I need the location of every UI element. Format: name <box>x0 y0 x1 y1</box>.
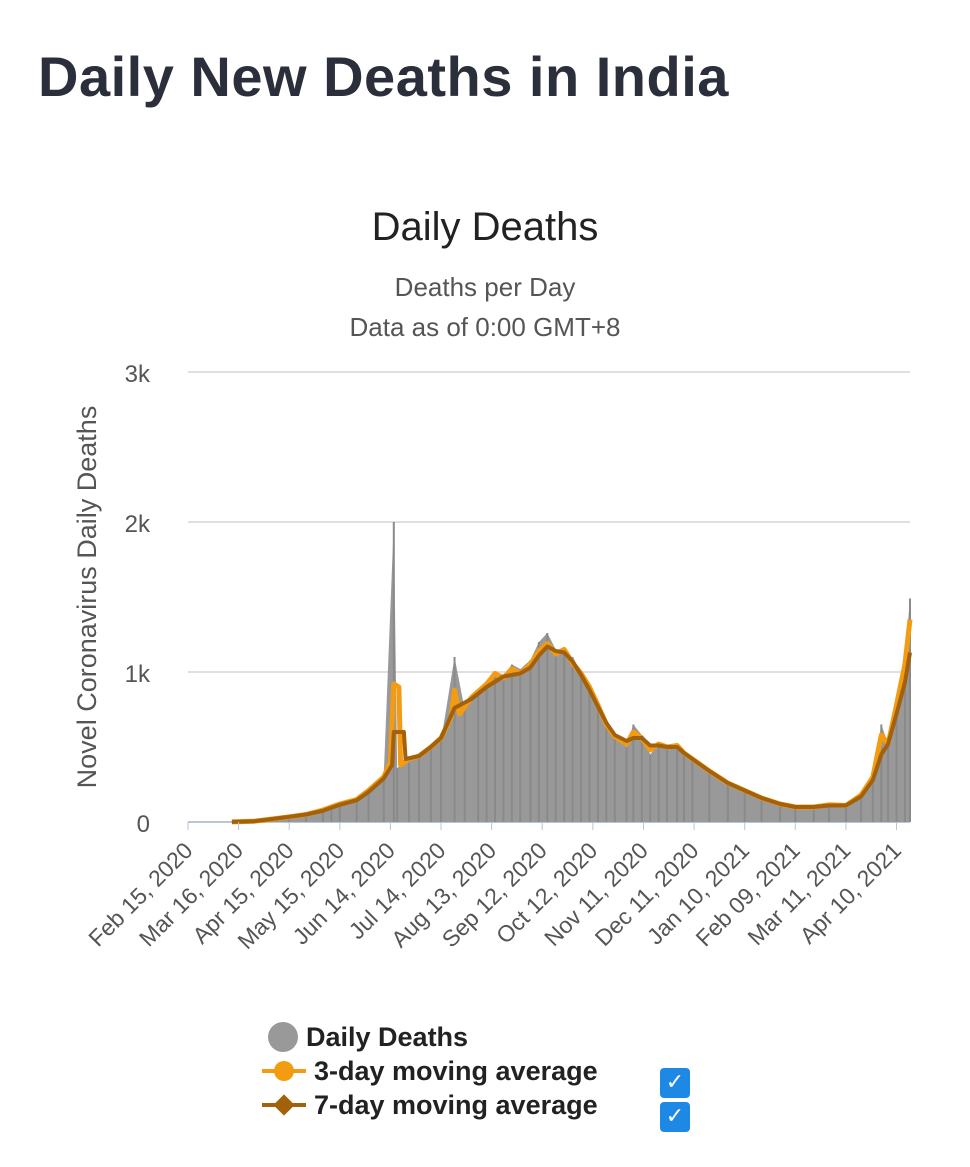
daily-deaths-bar <box>895 705 898 822</box>
daily-deaths-bar <box>887 744 890 822</box>
daily-deaths-bar <box>743 790 746 822</box>
daily-deaths-bar <box>871 777 874 822</box>
toggle-7-day-average-checkbox[interactable]: ✓ <box>660 1102 690 1132</box>
daily-deaths-bar <box>726 783 729 822</box>
daily-deaths-bar <box>613 738 616 822</box>
diamond-line-marker-icon <box>262 1090 306 1120</box>
daily-deaths-bar <box>563 654 566 822</box>
daily-deaths-bar <box>676 744 679 822</box>
legend-label: 7-day moving average <box>314 1089 598 1120</box>
daily-deaths-bar <box>812 807 815 822</box>
daily-deaths-bar <box>537 642 540 822</box>
daily-deaths-bar <box>463 709 466 822</box>
daily-deaths-bar <box>392 522 395 822</box>
daily-deaths-bar <box>666 747 669 822</box>
daily-deaths-bar <box>760 798 763 822</box>
y-tick-label: 2k <box>125 511 151 538</box>
daily-deaths-bar <box>554 649 557 822</box>
moving-average-lines <box>231 619 913 825</box>
y-tick-label: 1k <box>125 661 151 688</box>
daily-deaths-bar <box>355 799 358 822</box>
daily-deaths-bar <box>338 804 341 822</box>
toggle-3-day-average-checkbox[interactable]: ✓ <box>660 1068 690 1098</box>
chart-subtitle: Deaths per Day <box>394 272 576 302</box>
daily-deaths-bar <box>494 672 497 822</box>
y-tick-label: 3k <box>125 361 151 388</box>
daily-deaths-bar <box>625 747 628 822</box>
daily-deaths-bar <box>418 756 421 822</box>
daily-deaths-bars <box>230 522 911 822</box>
daily-deaths-bar <box>502 675 505 822</box>
daily-deaths-bar <box>510 664 513 822</box>
y-axis-title: Novel Coronavirus Daily Deaths <box>72 406 102 789</box>
daily-deaths-bar <box>330 805 333 822</box>
daily-deaths-bar <box>640 735 643 822</box>
daily-deaths-bar <box>632 724 635 822</box>
circle-line-marker-icon <box>262 1056 306 1086</box>
legend-item-7-day-average[interactable]: 7-day moving average <box>262 1088 598 1122</box>
circle-marker-icon <box>268 1022 298 1052</box>
chart-legend: Daily Deaths 3-day moving average 7-day … <box>262 1020 598 1122</box>
daily-deaths-bar <box>860 795 863 822</box>
daily-deaths-bar <box>382 777 385 822</box>
daily-deaths-bar <box>440 741 443 822</box>
daily-deaths-bar <box>649 754 652 822</box>
daily-deaths-bar <box>708 771 711 822</box>
daily-deaths-bar <box>691 759 694 822</box>
daily-deaths-bar <box>321 810 324 822</box>
daily-deaths-bar <box>596 705 599 822</box>
daily-deaths-bar <box>588 687 591 822</box>
daily-deaths-bar <box>367 790 370 822</box>
daily-deaths-bar <box>682 751 685 822</box>
daily-deaths-bar <box>880 724 883 822</box>
daily-deaths-bar <box>844 805 847 822</box>
daily-deaths-bar <box>529 660 532 822</box>
daily-deaths-bar <box>453 657 456 822</box>
daily-deaths-area <box>231 522 911 822</box>
legend-label: Daily Deaths <box>306 1021 469 1052</box>
daily-deaths-bar <box>903 657 906 822</box>
daily-deaths-bar <box>571 657 574 822</box>
daily-deaths-bar <box>407 759 410 822</box>
daily-deaths-bar <box>396 768 399 822</box>
page-title: Daily New Deaths in India <box>38 45 729 108</box>
daily-deaths-bar <box>605 726 608 822</box>
daily-deaths-bar <box>657 744 660 822</box>
legend-label: 3-day moving average <box>314 1055 598 1086</box>
y-tick-label: 0 <box>137 811 150 838</box>
daily-deaths-bar <box>828 804 831 822</box>
daily-deaths-bar <box>485 684 488 822</box>
daily-deaths-bar <box>779 804 782 822</box>
daily-deaths-bar <box>288 816 291 822</box>
chart-data-timestamp: Data as of 0:00 GMT+8 <box>349 312 621 342</box>
daily-deaths-bar <box>429 747 432 822</box>
daily-deaths-bar <box>477 690 480 822</box>
chart-title: Daily Deaths <box>371 205 599 249</box>
daily-deaths-bar <box>305 814 308 822</box>
seven-day-average-line <box>231 644 912 824</box>
daily-deaths-bar <box>580 672 583 822</box>
daily-deaths-bar <box>519 669 522 822</box>
legend-item-3-day-average[interactable]: 3-day moving average <box>262 1054 598 1088</box>
daily-deaths-bar <box>546 633 549 822</box>
daily-deaths-bar <box>909 598 911 822</box>
legend-item-daily-deaths[interactable]: Daily Deaths <box>262 1020 598 1054</box>
daily-deaths-bar <box>794 807 797 822</box>
